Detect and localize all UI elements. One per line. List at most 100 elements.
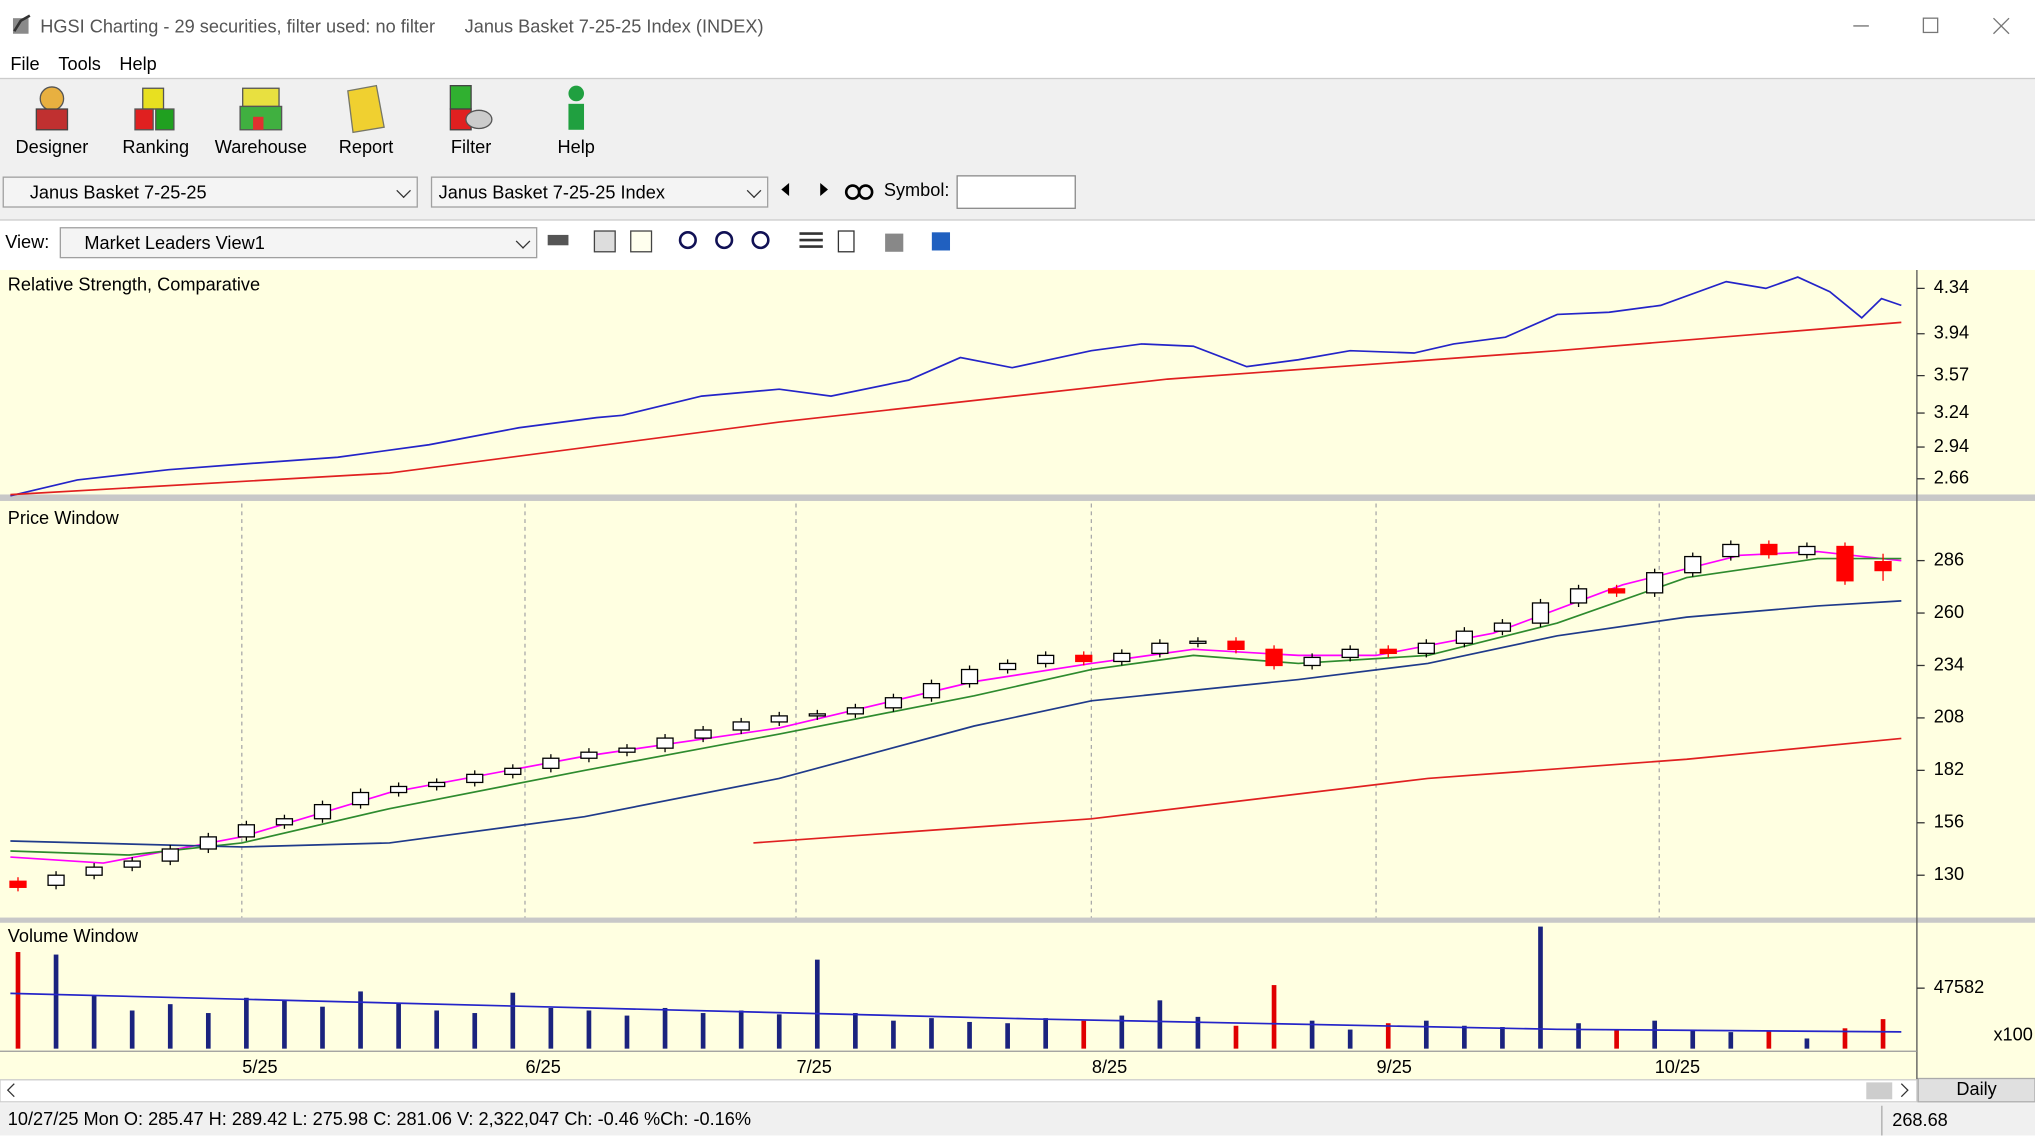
- title-bar: HGSI Charting - 29 securities, filter us…: [0, 0, 2035, 52]
- volume-bar: [1462, 1025, 1467, 1049]
- warehouse-button[interactable]: Warehouse: [212, 83, 311, 163]
- index-name: Janus Basket 7-25-25 Index: [438, 181, 665, 203]
- volume-bar: [853, 1013, 858, 1049]
- y-tick-label: 3.57: [1934, 364, 1969, 384]
- candle-body: [542, 757, 560, 769]
- menu-item[interactable]: Tools: [58, 53, 101, 74]
- button-label: Warehouse: [214, 136, 307, 158]
- candle-body: [9, 880, 27, 888]
- volume-bar: [1119, 1015, 1125, 1049]
- candle-body: [694, 729, 712, 739]
- status-bar: [0, 1103, 2035, 1136]
- x-tick-label: 10/25: [1655, 1057, 1700, 1077]
- chart-area: Daily 10/27/25 Mon O: 285.47 H: 289.42 L…: [0, 269, 2035, 1136]
- volume-bar: [1500, 1027, 1505, 1049]
- designer-button[interactable]: Designer: [3, 83, 102, 163]
- y-unit-label: x100: [1993, 1024, 2032, 1044]
- scroll-thumb[interactable]: [1866, 1082, 1893, 1100]
- view-tools[interactable]: [545, 227, 960, 256]
- scrollbar[interactable]: [0, 1079, 1918, 1103]
- scroll-right[interactable]: [1900, 1083, 1909, 1098]
- x-tick-label: 8/25: [1092, 1057, 1127, 1077]
- panel-separator: [0, 494, 2035, 501]
- x-tick-label: 5/25: [242, 1057, 277, 1077]
- y-tick-label: 4.34: [1934, 277, 1969, 297]
- volume-bar: [1347, 1029, 1353, 1049]
- volume-bar: [1842, 1028, 1848, 1049]
- volume-bar: [814, 959, 820, 1049]
- volume-bar: [1271, 985, 1277, 1049]
- filter-button[interactable]: Filter: [422, 83, 521, 163]
- candle-body: [1113, 652, 1131, 663]
- candle-body: [1189, 640, 1207, 644]
- volume-bar: [53, 954, 59, 1049]
- candle-body: [466, 773, 484, 784]
- candle-body: [85, 866, 103, 876]
- status-text: 10/27/25 Mon O: 285.47 H: 289.42 L: 275.…: [8, 1109, 751, 1129]
- index-dropdown[interactable]: Janus Basket 7-25-25 Index: [430, 176, 769, 208]
- candle-body: [389, 785, 408, 794]
- candle-body: [1151, 642, 1169, 655]
- volume-bar: [1880, 1019, 1886, 1049]
- nav-buttons[interactable]: [776, 179, 880, 202]
- candle-body: [1684, 555, 1702, 574]
- volume-bar: [1233, 1025, 1239, 1049]
- volume-bar: [358, 991, 363, 1049]
- candle-body: [275, 818, 294, 826]
- candle-body: [199, 836, 217, 850]
- candle-body: [1531, 602, 1550, 624]
- candle-body: [1798, 545, 1816, 556]
- ranking-button[interactable]: Ranking: [106, 83, 205, 163]
- panel-title: Volume Window: [8, 926, 139, 946]
- candle-body: [770, 715, 788, 723]
- candle-body: [237, 824, 256, 838]
- volume-bar: [91, 995, 97, 1049]
- basket-name: Janus Basket 7-25-25: [29, 181, 207, 203]
- candle-body: [1569, 588, 1588, 604]
- candle-body: [732, 721, 750, 731]
- candle-body: [922, 682, 941, 699]
- volume-bar: [434, 1010, 440, 1049]
- candle-body: [1646, 572, 1664, 594]
- view-dropdown[interactable]: Market Leaders View1: [59, 227, 538, 259]
- menu-item[interactable]: Help: [119, 53, 157, 74]
- y-tick-label: 3.24: [1934, 402, 1969, 422]
- button-label: Designer: [15, 136, 89, 158]
- scroll-left[interactable]: [6, 1083, 15, 1098]
- volume-bar: [1043, 1018, 1049, 1049]
- volume-bar: [244, 997, 249, 1049]
- report-button[interactable]: Report: [317, 83, 416, 163]
- volume-bar: [15, 952, 21, 1049]
- candle-body: [884, 697, 903, 709]
- y-tick-label: 208: [1934, 707, 1964, 727]
- help-button[interactable]: Help: [527, 83, 626, 163]
- basket-dropdown[interactable]: Janus Basket 7-25-25: [2, 176, 418, 208]
- x-tick-label: 7/25: [796, 1057, 831, 1077]
- view-name: Market Leaders View1: [84, 232, 265, 254]
- view-label: View:: [5, 231, 50, 252]
- volume-bar: [1195, 1016, 1201, 1049]
- volume-bar: [700, 1013, 706, 1049]
- panel-title: Price Window: [8, 508, 120, 528]
- candle-body: [313, 803, 332, 820]
- moving-average: [10, 557, 1902, 856]
- menu-item[interactable]: File: [10, 53, 40, 74]
- volume-bar: [205, 1013, 211, 1049]
- button-label: Help: [557, 136, 595, 158]
- volume-bar: [738, 1010, 744, 1049]
- moving-average: [10, 600, 1902, 848]
- volume-bar: [472, 1013, 478, 1049]
- candle-body: [998, 662, 1017, 671]
- candle-body: [1493, 622, 1512, 632]
- candle-body: [1455, 630, 1474, 644]
- button-label: Ranking: [122, 136, 190, 158]
- volume-bar: [662, 1007, 668, 1049]
- candle-body: [1607, 588, 1626, 594]
- candle-body: [161, 848, 179, 862]
- symbol-input[interactable]: [956, 175, 1076, 209]
- y-tick-label: 3.94: [1934, 323, 1969, 343]
- window-controls[interactable]: [1843, 13, 2025, 39]
- menu-bar: File Tools Help: [0, 51, 2035, 78]
- candle-body: [580, 751, 598, 759]
